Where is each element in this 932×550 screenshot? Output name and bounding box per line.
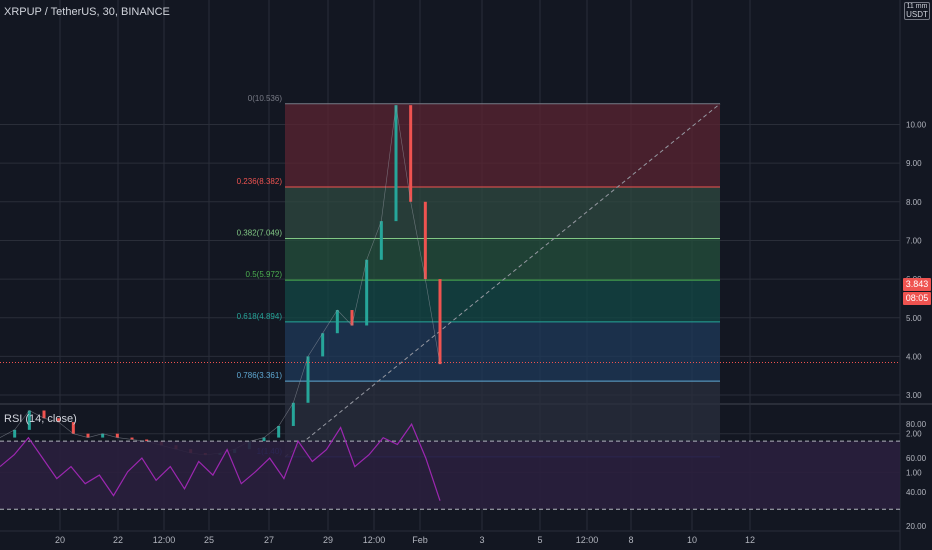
last-price-tag: 3.843 [903, 278, 931, 291]
fib-level-label: 0.236(8.382) [237, 177, 283, 186]
rsi-tick-label: 20.00 [906, 522, 927, 531]
countdown-tag: 08:05 [903, 292, 931, 305]
price-tick-label: 8.00 [906, 198, 922, 207]
price-tick-label: 7.00 [906, 236, 922, 245]
price-tick-label: 2.00 [906, 430, 922, 439]
price-candle [101, 433, 105, 438]
fib-trend-line [284, 103, 721, 458]
price-candle [130, 437, 134, 440]
rsi-tick-label: 60.00 [906, 454, 927, 463]
price-tick-label: 5.00 [906, 314, 922, 323]
price-candle [379, 221, 383, 260]
price-candle [57, 418, 61, 423]
fib-level-label: 0.786(3.361) [237, 371, 283, 380]
price-candle [27, 410, 31, 430]
time-tick-label: 3 [479, 535, 484, 545]
price-candle [365, 259, 369, 326]
price-candle [86, 433, 90, 438]
price-candle [71, 422, 75, 434]
unit-top-label: 11 mm [906, 3, 928, 10]
rsi-series-line [0, 422, 441, 501]
price-tick-label: 3.00 [906, 391, 922, 400]
price-candle [115, 433, 119, 438]
price-candle [394, 105, 398, 222]
price-candle [277, 425, 281, 438]
price-candle [262, 437, 266, 442]
price-tick-label: 9.00 [906, 159, 922, 168]
fib-level-label: 0.5(5.972) [246, 270, 283, 279]
time-tick-label: Feb [412, 535, 428, 545]
fib-level-label: 0(10.536) [248, 94, 283, 103]
price-tick-label: 1.00 [906, 468, 922, 477]
price-candle [335, 310, 339, 334]
time-tick-label: 10 [687, 535, 697, 545]
time-tick-label: 25 [204, 535, 214, 545]
price-candle [13, 429, 17, 438]
price-candle [291, 402, 295, 426]
fib-zone [285, 238, 720, 281]
price-candle [42, 410, 46, 419]
price-candle [350, 310, 354, 326]
price-candle [438, 279, 442, 365]
time-tick-label: 29 [323, 535, 333, 545]
price-candle [423, 201, 427, 280]
fib-level-label: 0.618(4.894) [237, 312, 283, 321]
fib-level-label: 0.382(7.049) [237, 229, 283, 238]
rsi-tick-label: 40.00 [906, 488, 927, 497]
time-tick-label: 8 [628, 535, 633, 545]
price-candle [409, 105, 413, 202]
rsi-title: RSI (14, close) [4, 413, 77, 425]
unit-label: USDT [906, 10, 928, 19]
fib-zone [285, 321, 720, 382]
time-tick-label: 27 [264, 535, 274, 545]
time-tick-label: 5 [537, 535, 542, 545]
price-candle [306, 356, 310, 403]
price-tick-label: 4.00 [906, 352, 922, 361]
price-tick-label: 10.00 [906, 121, 927, 130]
fib-zone [285, 187, 720, 239]
fib-zone [285, 280, 720, 322]
currency-unit-button[interactable]: 11 mm USDT [904, 2, 930, 20]
fib-zone [285, 103, 720, 188]
time-tick-label: 12 [745, 535, 755, 545]
symbol-title: XRPUP / TetherUS, 30, BINANCE [4, 6, 170, 18]
time-tick-label: 12:00 [363, 535, 386, 545]
time-tick-label: 12:00 [153, 535, 176, 545]
time-tick-label: 22 [113, 535, 123, 545]
price-candle [145, 439, 149, 442]
rsi-tick-label: 80.00 [906, 420, 927, 429]
rsi-band [0, 441, 900, 510]
price-candle [321, 333, 325, 357]
time-tick-label: 12:00 [576, 535, 599, 545]
time-tick-label: 20 [55, 535, 65, 545]
